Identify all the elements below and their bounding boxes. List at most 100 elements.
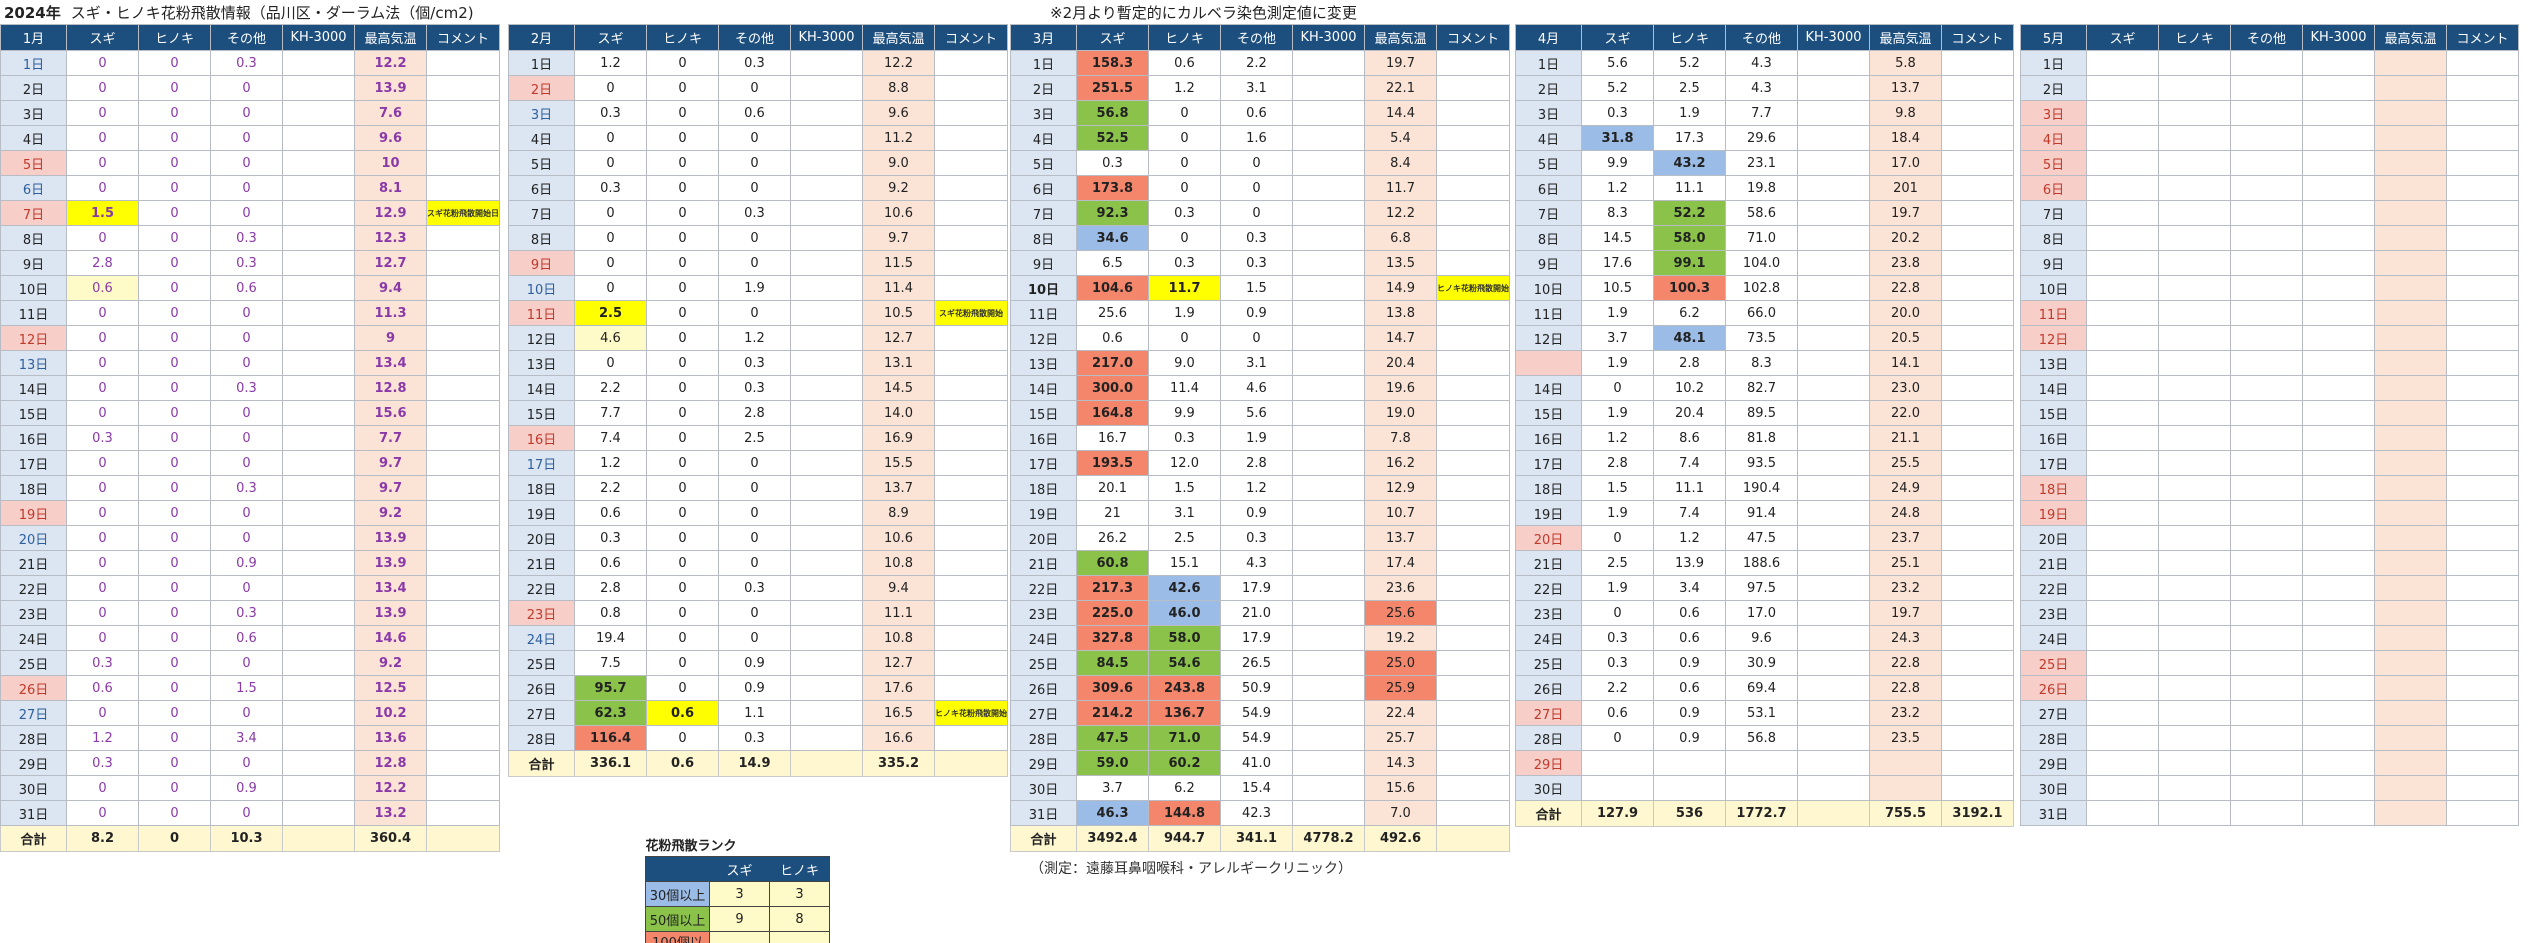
day-cell: 4日 (1010, 125, 1077, 151)
max-temp-cell: 5.8 (1869, 50, 1942, 76)
max-temp-cell (2374, 525, 2447, 551)
sugi-cell: 104.6 (1076, 275, 1149, 301)
other-cell: 71.0 (1725, 225, 1798, 251)
day-cell: 17日 (508, 450, 575, 476)
table-row: 15日 7.7 0 2.8 14.0 (508, 400, 1008, 426)
other-cell: 0.3 (718, 200, 791, 226)
hinoki-cell: 8.6 (1653, 425, 1726, 451)
comment-header: コメント (1941, 24, 2014, 51)
hinoki-cell: 0.3 (1148, 250, 1221, 276)
hinoki-cell (2158, 700, 2231, 726)
day-cell: 25日 (1515, 650, 1582, 676)
kh3000-cell (1292, 625, 1365, 651)
other-header: その他 (2230, 24, 2303, 51)
comment-cell (1436, 625, 1510, 651)
table-row: 12日 (2020, 325, 2519, 351)
sugi-cell: 0.6 (66, 675, 139, 701)
sugi-cell: 0 (66, 100, 139, 126)
day-cell: 4日 (1515, 125, 1582, 151)
day-cell: 7日 (0, 200, 67, 226)
other-cell: 0 (210, 800, 283, 826)
table-row: 22日 (2020, 575, 2519, 601)
other-cell (2230, 650, 2303, 676)
day-cell: 29日 (1515, 750, 1582, 776)
sugi-cell (2086, 225, 2159, 251)
hinoki-cell: 0 (646, 300, 719, 326)
max-temp-cell: 16.9 (862, 425, 935, 451)
table-row: 17日 193.5 12.0 2.8 16.2 (1010, 450, 1510, 476)
hinoki-cell: 3.4 (1653, 575, 1726, 601)
other-cell: 29.6 (1725, 125, 1798, 151)
other-cell (2230, 475, 2303, 501)
table-row: 5日 0 0 0 9.0 (508, 150, 1008, 176)
comment-cell (934, 100, 1008, 126)
day-cell: 6日 (2020, 175, 2087, 201)
sugi-cell (2086, 800, 2159, 826)
other-cell: 0 (210, 575, 283, 601)
comment-header: コメント (934, 24, 1008, 51)
max-temp-cell: 19.2 (1364, 625, 1437, 651)
kh3000-cell (790, 450, 863, 476)
day-cell: 10日 (1010, 275, 1077, 301)
sugi-cell: 173.8 (1076, 175, 1149, 201)
max-temp-cell (2374, 800, 2447, 826)
other-cell: 82.7 (1725, 375, 1798, 401)
day-cell: 24日 (508, 625, 575, 651)
max-temp-cell (2374, 650, 2447, 676)
sugi-cell: 0.3 (1076, 150, 1149, 176)
hinoki-cell (2158, 100, 2231, 126)
max-temp-cell: 13.7 (862, 475, 935, 501)
comment-cell (934, 375, 1008, 401)
sugi-cell: 158.3 (1076, 50, 1149, 76)
max-temp-cell: 13.1 (862, 350, 935, 376)
month-header: 4月 (1515, 24, 1582, 51)
sugi-cell (2086, 775, 2159, 801)
table-row: 15日 1.9 20.4 89.5 22.0 (1515, 400, 2014, 426)
max-temp-cell (2374, 600, 2447, 626)
max-temp-header: 最高気温 (862, 24, 935, 51)
hinoki-cell: 5.2 (1653, 50, 1726, 76)
other-cell: 19.8 (1725, 175, 1798, 201)
hinoki-cell: 48.1 (1653, 325, 1726, 351)
comment-cell (2446, 400, 2519, 426)
day-cell: 16日 (2020, 425, 2087, 451)
comment-cell (2446, 650, 2519, 676)
sugi-cell: 1.9 (1581, 350, 1654, 376)
other-cell: 8.3 (1725, 350, 1798, 376)
table-row: 20日 26.2 2.5 0.3 13.7 (1010, 525, 1510, 551)
max-temp-cell: 22.0 (1869, 400, 1942, 426)
comment-cell (1436, 575, 1510, 601)
hinoki-header: ヒノキ (2158, 24, 2231, 51)
max-temp-cell: 13.9 (354, 75, 427, 101)
other-cell: 0 (210, 525, 283, 551)
hinoki-cell: 46.0 (1148, 600, 1221, 626)
other-header: その他 (718, 24, 791, 51)
max-temp-cell: 15.6 (1364, 775, 1437, 801)
sugi-cell: 0 (1581, 600, 1654, 626)
comment-cell (2446, 275, 2519, 301)
hinoki-cell: 144.8 (1148, 800, 1221, 826)
max-temp-cell (2374, 500, 2447, 526)
other-cell: 23.1 (1725, 150, 1798, 176)
sugi-cell: 2.2 (1581, 675, 1654, 701)
hinoki-cell: 0 (646, 675, 719, 701)
day-cell: 1日 (1515, 50, 1582, 76)
other-cell: 0 (718, 75, 791, 101)
sugi-cell: 0.3 (1581, 625, 1654, 651)
comment-cell (1436, 450, 1510, 476)
kh3000-cell (1797, 725, 1870, 751)
sugi-cell: 0.3 (66, 650, 139, 676)
sugi-cell: 0 (66, 500, 139, 526)
table-row: 9日 2.8 0 0.3 12.7 (0, 250, 500, 276)
comment-cell (1941, 375, 2014, 401)
max-temp-cell: 12.9 (1364, 475, 1437, 501)
max-temp-cell: 15.5 (862, 450, 935, 476)
sugi-cell: 6.5 (1076, 250, 1149, 276)
sugi-cell: 1.9 (1581, 300, 1654, 326)
hinoki-cell: 0 (138, 275, 211, 301)
comment-cell (1941, 250, 2014, 276)
table-row: 15日 0 0 0 15.6 (0, 400, 500, 426)
day-cell: 18日 (0, 475, 67, 501)
day-cell: 29日 (0, 750, 67, 776)
max-temp-cell: 19.6 (1364, 375, 1437, 401)
